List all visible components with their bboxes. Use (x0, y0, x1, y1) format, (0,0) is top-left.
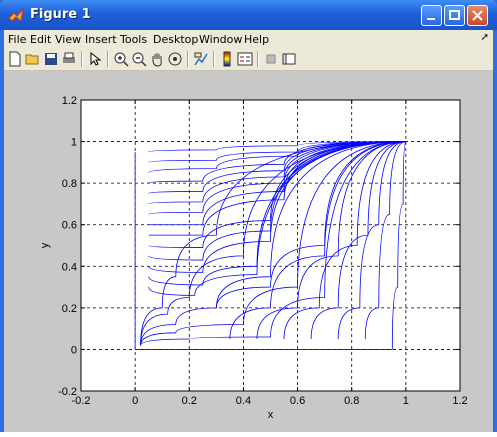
x-tick-label: 0 (132, 395, 138, 407)
menu-help[interactable]: Help (244, 33, 269, 46)
figure-toolbar (4, 48, 493, 71)
toolbar-separator (257, 51, 259, 67)
legend-icon[interactable] (237, 51, 253, 67)
y-tick-label: -0.2 (58, 386, 77, 398)
y-tick-label: 0.4 (62, 261, 77, 273)
data-cursor-icon[interactable] (193, 51, 209, 67)
save-icon[interactable] (43, 51, 59, 67)
window-title: Figure 1 (30, 7, 91, 22)
zoom-out-icon[interactable] (131, 51, 147, 67)
y-tick-label: 0.8 (62, 178, 77, 190)
maximize-button[interactable] (444, 5, 465, 26)
menu-tools[interactable]: Tools (120, 33, 147, 46)
zoom-in-icon[interactable] (113, 51, 129, 67)
y-axis-label: y (39, 242, 51, 248)
colorbar-icon[interactable] (219, 51, 235, 67)
minimize-button[interactable] (421, 5, 442, 26)
menu-overflow-icon[interactable]: ➚ (481, 32, 489, 43)
y-tick-label: 1.2 (62, 95, 77, 107)
close-icon (468, 6, 487, 25)
menu-desktop[interactable]: Desktop (153, 33, 198, 46)
x-axis-label: x (268, 409, 274, 421)
x-tick-label: 1 (403, 395, 409, 407)
x-tick-label: 0.8 (344, 395, 359, 407)
toolbar-separator (81, 51, 83, 67)
matlab-icon (8, 7, 24, 23)
x-tick-label: 1.2 (452, 395, 467, 407)
pointer-icon[interactable] (87, 51, 103, 67)
x-tick-label: 0.2 (182, 395, 197, 407)
rotate-3d-icon[interactable] (167, 51, 183, 67)
show-plot-tools-icon[interactable] (281, 51, 297, 67)
close-button[interactable] (467, 5, 488, 26)
axes-background (81, 100, 460, 391)
y-tick-label: 0.6 (62, 220, 77, 232)
y-tick-label: 0.2 (62, 303, 77, 315)
print-icon[interactable] (61, 51, 77, 67)
menu-window[interactable]: Window (199, 33, 242, 46)
y-tick-label: 0 (71, 344, 77, 356)
minimize-icon (422, 6, 441, 25)
x-tick-label: 0.6 (290, 395, 305, 407)
toolbar-separator (107, 51, 109, 67)
maximize-icon (445, 6, 464, 25)
y-tick-label: 1 (71, 137, 77, 149)
menu-file[interactable]: File (8, 33, 26, 46)
menu-edit[interactable]: Edit (30, 33, 51, 46)
menu-view[interactable]: View (55, 33, 81, 46)
pan-hand-icon[interactable] (149, 51, 165, 67)
x-tick-label: 0.4 (236, 395, 251, 407)
title-bar[interactable]: Figure 1 (0, 0, 497, 30)
toolbar-separator (213, 51, 215, 67)
phase-plot[interactable]: -0.2 0 0.2 0.4 0.6 0.8 1 1.2-0.200.20.40.60.811… (4, 71, 493, 432)
toolbar-separator (187, 51, 189, 67)
new-file-icon[interactable] (7, 51, 23, 67)
hide-plot-tools-icon[interactable] (263, 51, 279, 67)
figure-canvas: -0.2 0 0.2 0.4 0.6 0.8 1 1.2 -0.2 0 0.2 0.4 0.6 0.8 1 1… (4, 71, 493, 432)
open-folder-icon[interactable] (25, 51, 41, 67)
menu-insert[interactable]: Insert (85, 33, 117, 46)
menu-bar: File Edit View Insert Tools Desktop Wind… (4, 30, 493, 48)
